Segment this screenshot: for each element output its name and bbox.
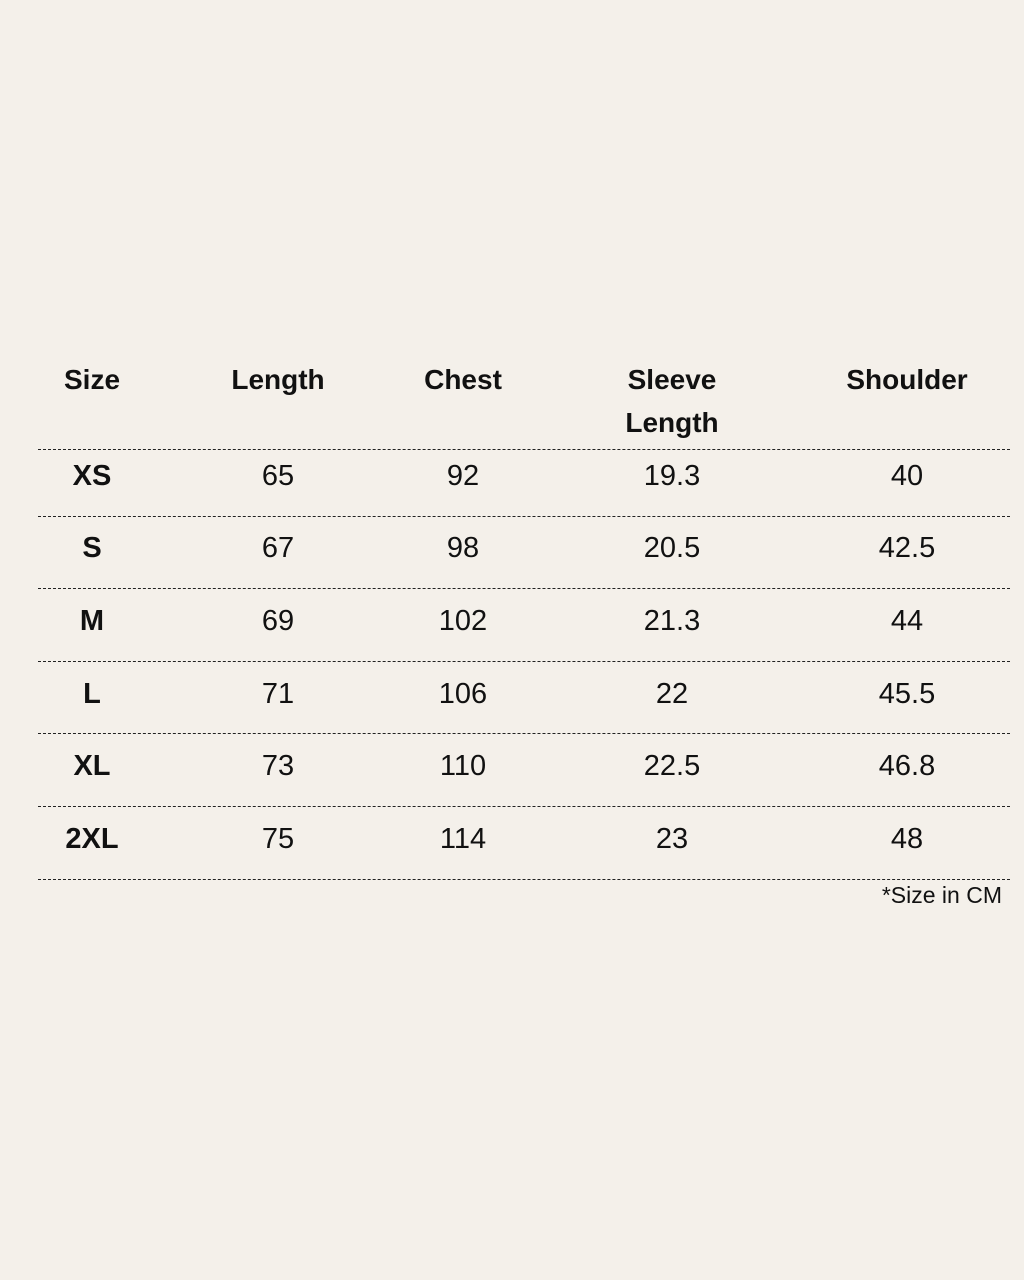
units-note: *Size in CM [881, 882, 1002, 908]
table-cell: 65 [261, 460, 295, 492]
table-cell: 67 [261, 532, 295, 564]
table-cell: 75 [261, 823, 295, 855]
table-cell: 48 [890, 823, 924, 855]
size-label: XL [73, 750, 111, 782]
table-cell: 71 [261, 678, 295, 710]
column-header: Chest [424, 364, 502, 395]
table-cell: 98 [446, 532, 480, 564]
column-header: Shoulder [846, 364, 968, 395]
table-cell: 92 [446, 460, 480, 492]
row-divider [38, 516, 1010, 517]
table-cell: 21.3 [643, 605, 701, 637]
column-header: Size [63, 364, 121, 395]
row-divider [38, 661, 1010, 662]
table-cell: 42.5 [878, 532, 936, 564]
table-cell: 69 [261, 605, 295, 637]
table-cell: 102 [438, 605, 488, 637]
table-cell: 46.8 [878, 750, 936, 782]
size-label: M [79, 605, 105, 637]
table-cell: 19.3 [643, 460, 701, 492]
row-divider [38, 449, 1010, 450]
table-cell: 20.5 [643, 532, 701, 564]
size-label: 2XL [65, 823, 119, 855]
table-cell: 45.5 [878, 678, 936, 710]
size-label: XS [72, 460, 112, 492]
table-cell: 23 [655, 823, 689, 855]
column-header: Length [231, 364, 325, 395]
table-cell: 40 [890, 460, 924, 492]
row-divider [38, 879, 1010, 880]
row-divider [38, 588, 1010, 589]
size-label: L [83, 678, 101, 710]
row-divider [38, 733, 1010, 734]
table-cell: 110 [439, 750, 487, 782]
table-cell: 73 [261, 750, 295, 782]
row-divider [38, 806, 1010, 807]
table-cell: 114 [439, 823, 487, 855]
column-header: Sleeve Length [625, 364, 719, 438]
table-cell: 44 [890, 605, 924, 637]
table-cell: 106 [438, 678, 488, 710]
size-label: S [82, 532, 102, 564]
table-cell: 22.5 [643, 750, 701, 782]
table-cell: 22 [655, 678, 689, 710]
